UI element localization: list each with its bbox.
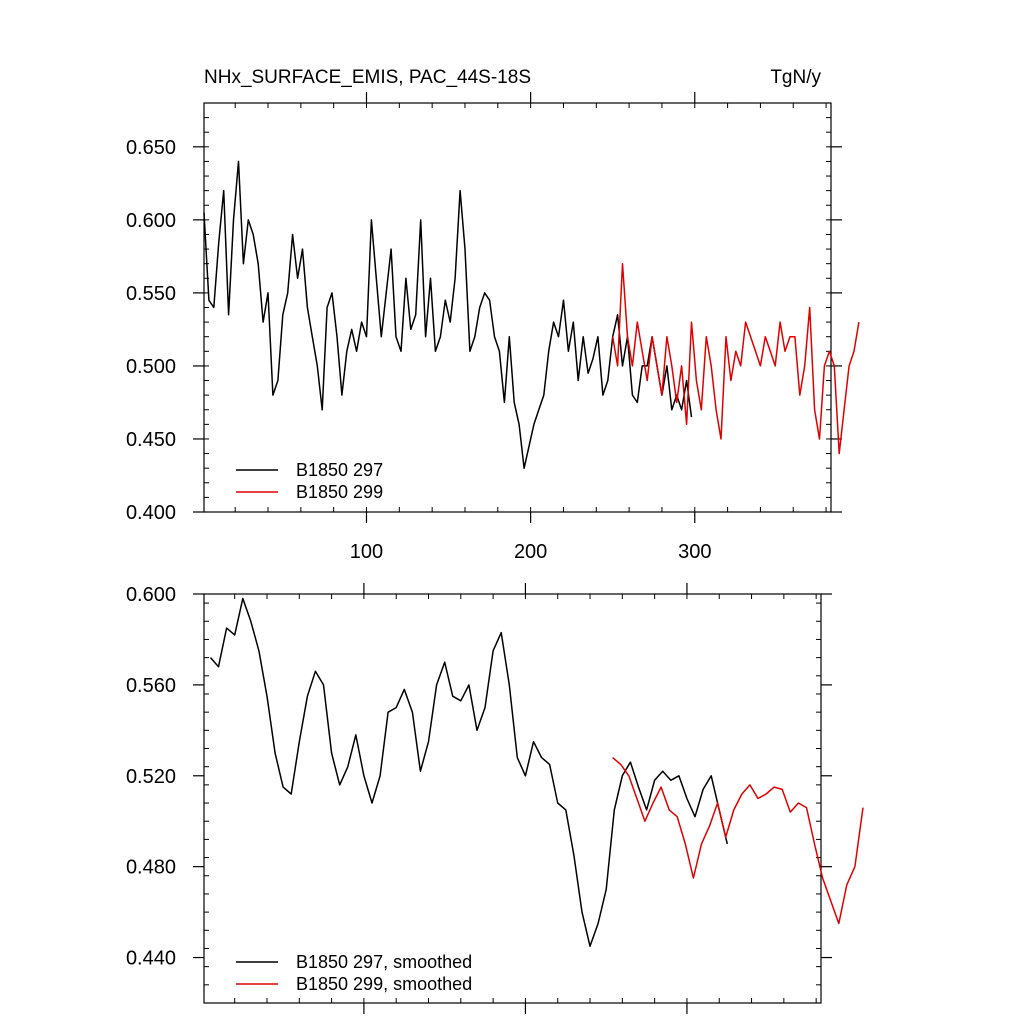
series-line-1 — [203, 160, 693, 469]
y-tick-label: 0.600 — [126, 584, 176, 606]
y-tick-label: 0.440 — [126, 948, 176, 970]
legend-label: B1850 299, smoothed — [296, 974, 472, 994]
top-chart-units: TgN/y — [770, 67, 821, 88]
series-line-2 — [611, 262, 860, 455]
y-tick-label: 0.600 — [126, 210, 176, 232]
y-tick-label: 0.550 — [126, 283, 176, 305]
top-lines — [203, 160, 860, 469]
x-tick-label: 100 — [350, 541, 383, 563]
bottom-ticks: 0.440 0.480 0.520 0.560 0.600 — [126, 583, 832, 1014]
y-tick-label: 0.450 — [126, 429, 176, 451]
y-tick-label: 0.650 — [126, 137, 176, 159]
top-panel: 100 200 3000.4000.4500.5000.5500.6000.650 … — [126, 67, 860, 563]
y-tick-label: 0.500 — [126, 356, 176, 378]
bottom-plot-frame — [203, 593, 822, 1004]
y-tick-label: 0.520 — [126, 766, 176, 788]
y-tick-label: 0.400 — [126, 502, 176, 524]
series-line-1 — [209, 597, 729, 947]
top-ticks: 100 200 300 0.400 0.450 0.500 0.550 0.600 0.650 — [126, 92, 842, 563]
legend-label: B1850 297, smoothed — [296, 952, 472, 972]
y-tick-label: 0.480 — [126, 857, 176, 879]
x-tick-label: 300 — [678, 541, 711, 563]
top-plot-frame — [203, 102, 832, 513]
bottom-lines — [209, 597, 864, 947]
top-chart-title: NHx_SURFACE_EMIS, PAC_44S-18S — [204, 67, 531, 88]
bottom-panel: 0.440 0.480 0.520 0.560 0.600 B1850 297, smo… — [126, 583, 864, 1014]
legend-label: B1850 297 — [296, 460, 383, 480]
legend-label: B1850 299 — [296, 482, 383, 502]
x-tick-label: 200 — [514, 541, 547, 563]
series-line-2 — [612, 757, 864, 925]
y-tick-label: 0.560 — [126, 675, 176, 697]
